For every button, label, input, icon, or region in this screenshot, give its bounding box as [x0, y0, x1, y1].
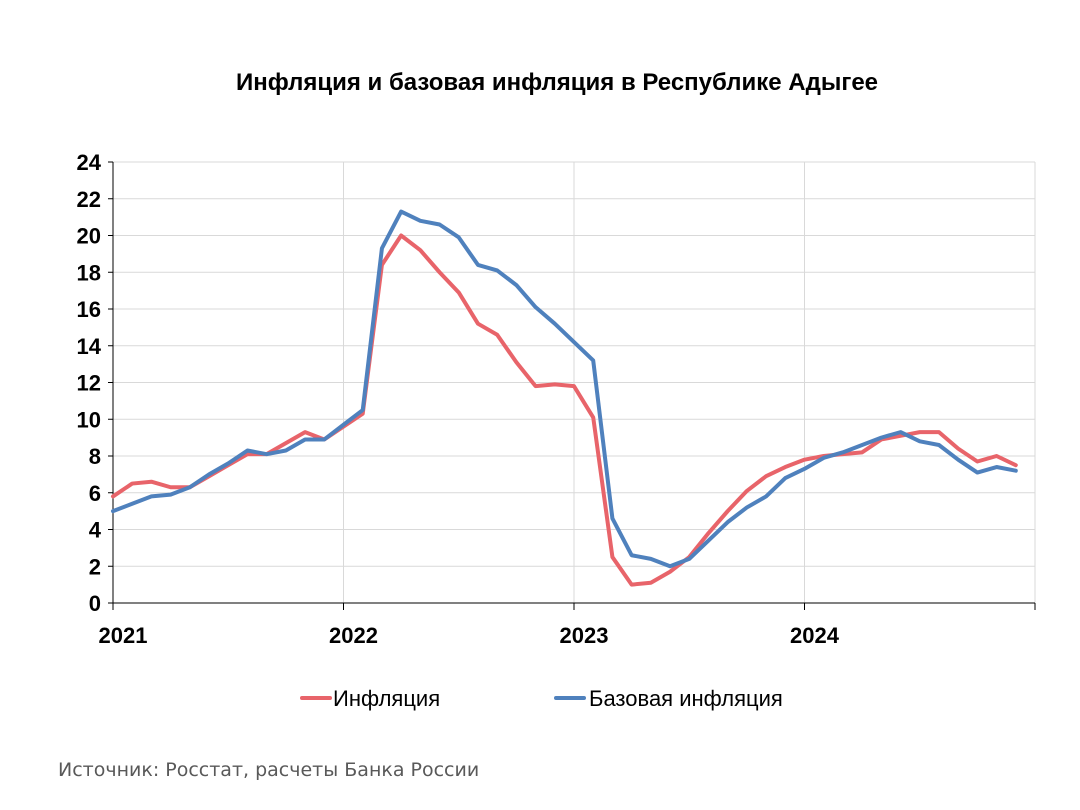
- y-tick-label: 18: [77, 260, 101, 285]
- x-tick-labels: 2021 2022 2023 2024: [99, 623, 840, 648]
- source-note: Источник: Росстат, расчеты Банка России: [58, 759, 479, 781]
- y-tick-label: 0: [89, 591, 101, 616]
- grid: [113, 161, 1036, 603]
- y-tick-label: 12: [77, 371, 101, 396]
- y-tick-label: 4: [89, 518, 102, 543]
- legend-label-core-inflation: Базовая инфляция: [589, 686, 783, 711]
- y-tick-label: 24: [77, 150, 102, 175]
- x-tick-label: 2021: [99, 623, 148, 648]
- axes: [108, 161, 1036, 610]
- series-line-core-inflation: [111, 209, 1018, 569]
- y-tick-label: 16: [77, 297, 101, 322]
- y-tick-label: 22: [77, 187, 101, 212]
- y-tick-label: 14: [77, 334, 102, 359]
- legend: Инфляция Базовая инфляция: [300, 686, 783, 711]
- y-tick-label: 20: [77, 224, 101, 249]
- x-tick-label: 2024: [790, 623, 840, 648]
- y-tick-label: 8: [89, 444, 101, 469]
- y-tick-label: 6: [89, 481, 101, 506]
- chart-title: Инфляция и базовая инфляция в Республике…: [236, 69, 878, 96]
- y-tick-label: 10: [77, 407, 101, 432]
- legend-label-inflation: Инфляция: [333, 686, 440, 711]
- x-tick-label: 2023: [560, 623, 609, 648]
- x-tick-label: 2022: [329, 623, 378, 648]
- y-tick-label: 2: [89, 554, 101, 579]
- series-lines: [111, 209, 1018, 587]
- series-line-inflation: [111, 233, 1018, 587]
